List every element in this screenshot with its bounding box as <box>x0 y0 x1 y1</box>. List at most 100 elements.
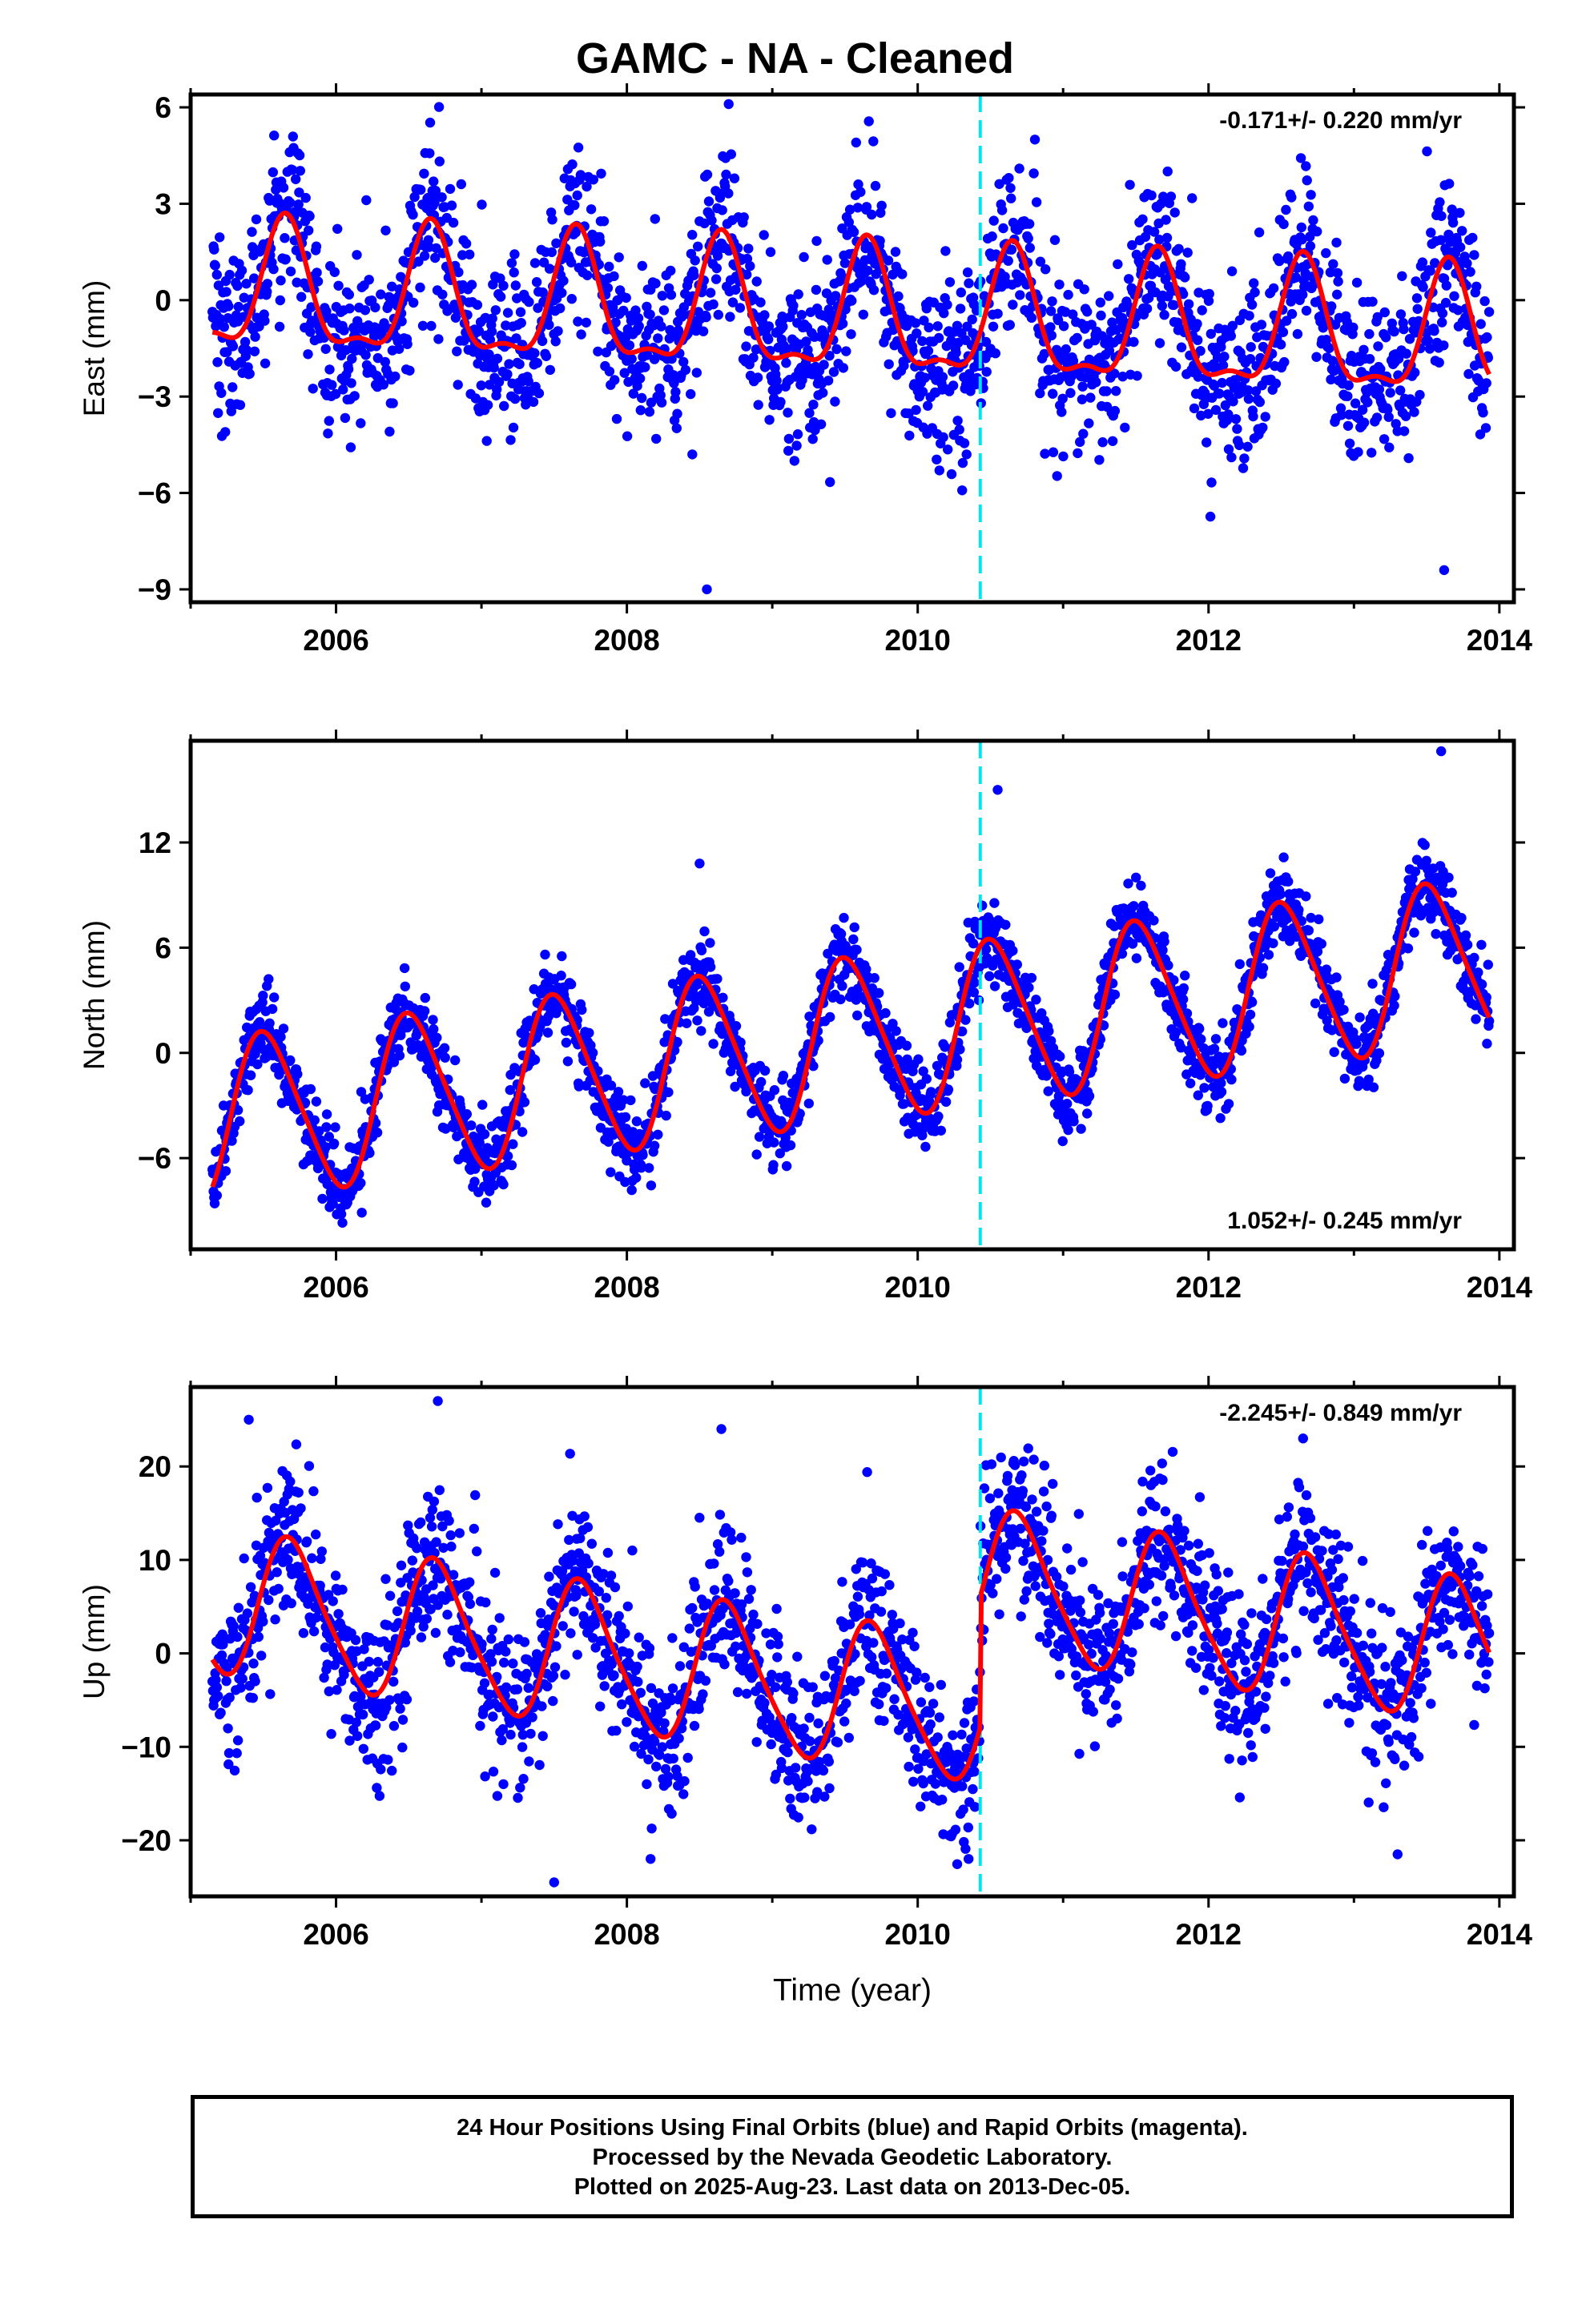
data-point <box>1210 1034 1222 1044</box>
data-point <box>578 247 590 258</box>
data-point <box>1351 277 1363 288</box>
data-point <box>1024 219 1035 229</box>
data-point <box>981 367 992 377</box>
data-point <box>1063 1124 1073 1136</box>
rate-text: -0.171+/- 0.220 mm/yr <box>1219 107 1462 134</box>
data-point <box>671 423 682 433</box>
data-point <box>487 1624 497 1635</box>
data-point <box>789 456 799 466</box>
data-point <box>330 388 341 400</box>
data-point <box>703 196 714 207</box>
data-point <box>453 380 463 390</box>
data-point <box>1401 348 1412 359</box>
data-point <box>251 214 262 225</box>
data-point <box>506 1160 517 1171</box>
data-point <box>891 1026 901 1036</box>
data-point <box>1203 408 1214 419</box>
data-point <box>412 1543 422 1554</box>
data-point <box>1444 179 1455 189</box>
data-point <box>921 1074 932 1084</box>
data-point <box>1455 242 1466 252</box>
data-point <box>250 332 260 342</box>
data-point <box>232 1735 244 1746</box>
data-point <box>481 1597 491 1608</box>
data-point <box>272 1567 282 1578</box>
data-point <box>851 944 862 955</box>
data-point <box>1367 448 1377 458</box>
data-point <box>764 415 775 425</box>
data-point <box>316 1554 326 1565</box>
data-point <box>1210 1059 1220 1070</box>
data-point <box>1086 320 1097 330</box>
data-point <box>1312 947 1323 957</box>
data-point <box>427 1505 437 1515</box>
data-point <box>926 1087 936 1097</box>
data-point <box>515 307 526 317</box>
data-point <box>1435 235 1447 245</box>
data-point <box>216 388 227 398</box>
data-point <box>517 1127 528 1137</box>
data-point <box>1214 388 1225 399</box>
data-point <box>1268 283 1279 294</box>
data-point <box>819 360 829 370</box>
data-point <box>821 288 832 299</box>
data-point <box>211 321 221 332</box>
data-point <box>946 468 957 480</box>
data-point <box>602 283 614 293</box>
data-point <box>848 934 859 945</box>
data-point <box>256 1651 267 1661</box>
data-point <box>1312 226 1322 237</box>
data-point <box>1422 146 1432 157</box>
data-point <box>1146 190 1157 201</box>
data-point <box>425 148 435 159</box>
data-point <box>273 1583 284 1594</box>
data-point <box>656 397 667 408</box>
data-point <box>233 1602 244 1613</box>
data-point <box>432 1032 442 1043</box>
data-point <box>621 292 631 304</box>
data-point <box>485 380 495 390</box>
data-point <box>855 187 866 197</box>
data-point <box>1440 297 1451 308</box>
data-point <box>453 267 464 278</box>
data-point <box>312 267 322 278</box>
data-point <box>567 159 578 170</box>
data-point <box>1334 996 1345 1007</box>
data-point <box>1363 397 1373 408</box>
data-point <box>825 1011 835 1023</box>
data-point <box>634 373 646 384</box>
data-point <box>847 296 857 306</box>
data-point <box>291 1439 302 1449</box>
data-point <box>1216 1087 1227 1097</box>
data-point <box>445 183 456 195</box>
data-point <box>726 149 736 159</box>
plot-area <box>207 741 1495 1249</box>
data-point <box>1290 272 1302 283</box>
data-point <box>311 1096 322 1107</box>
data-point <box>667 979 678 989</box>
data-point <box>1436 211 1447 221</box>
data-point <box>245 1582 256 1593</box>
data-point <box>1430 258 1440 268</box>
data-point <box>425 1604 436 1614</box>
data-point <box>1326 301 1337 312</box>
data-point <box>1275 340 1286 350</box>
data-point <box>1000 919 1011 931</box>
data-point <box>955 304 966 314</box>
x-tick-label: 2014 <box>1467 1271 1533 1304</box>
data-point <box>686 950 696 960</box>
data-point <box>425 1513 436 1523</box>
data-point <box>303 349 313 360</box>
data-point <box>863 116 874 127</box>
data-point <box>322 1659 332 1670</box>
data-point <box>320 1142 331 1152</box>
data-point <box>1328 259 1338 269</box>
y-tick-label: −6 <box>138 1142 171 1175</box>
data-point <box>957 485 968 496</box>
data-point <box>1178 983 1189 994</box>
data-point <box>646 397 657 408</box>
data-point <box>923 400 933 411</box>
x-tick-label: 2012 <box>1176 624 1242 657</box>
data-point <box>752 372 763 383</box>
data-point <box>1374 384 1385 395</box>
